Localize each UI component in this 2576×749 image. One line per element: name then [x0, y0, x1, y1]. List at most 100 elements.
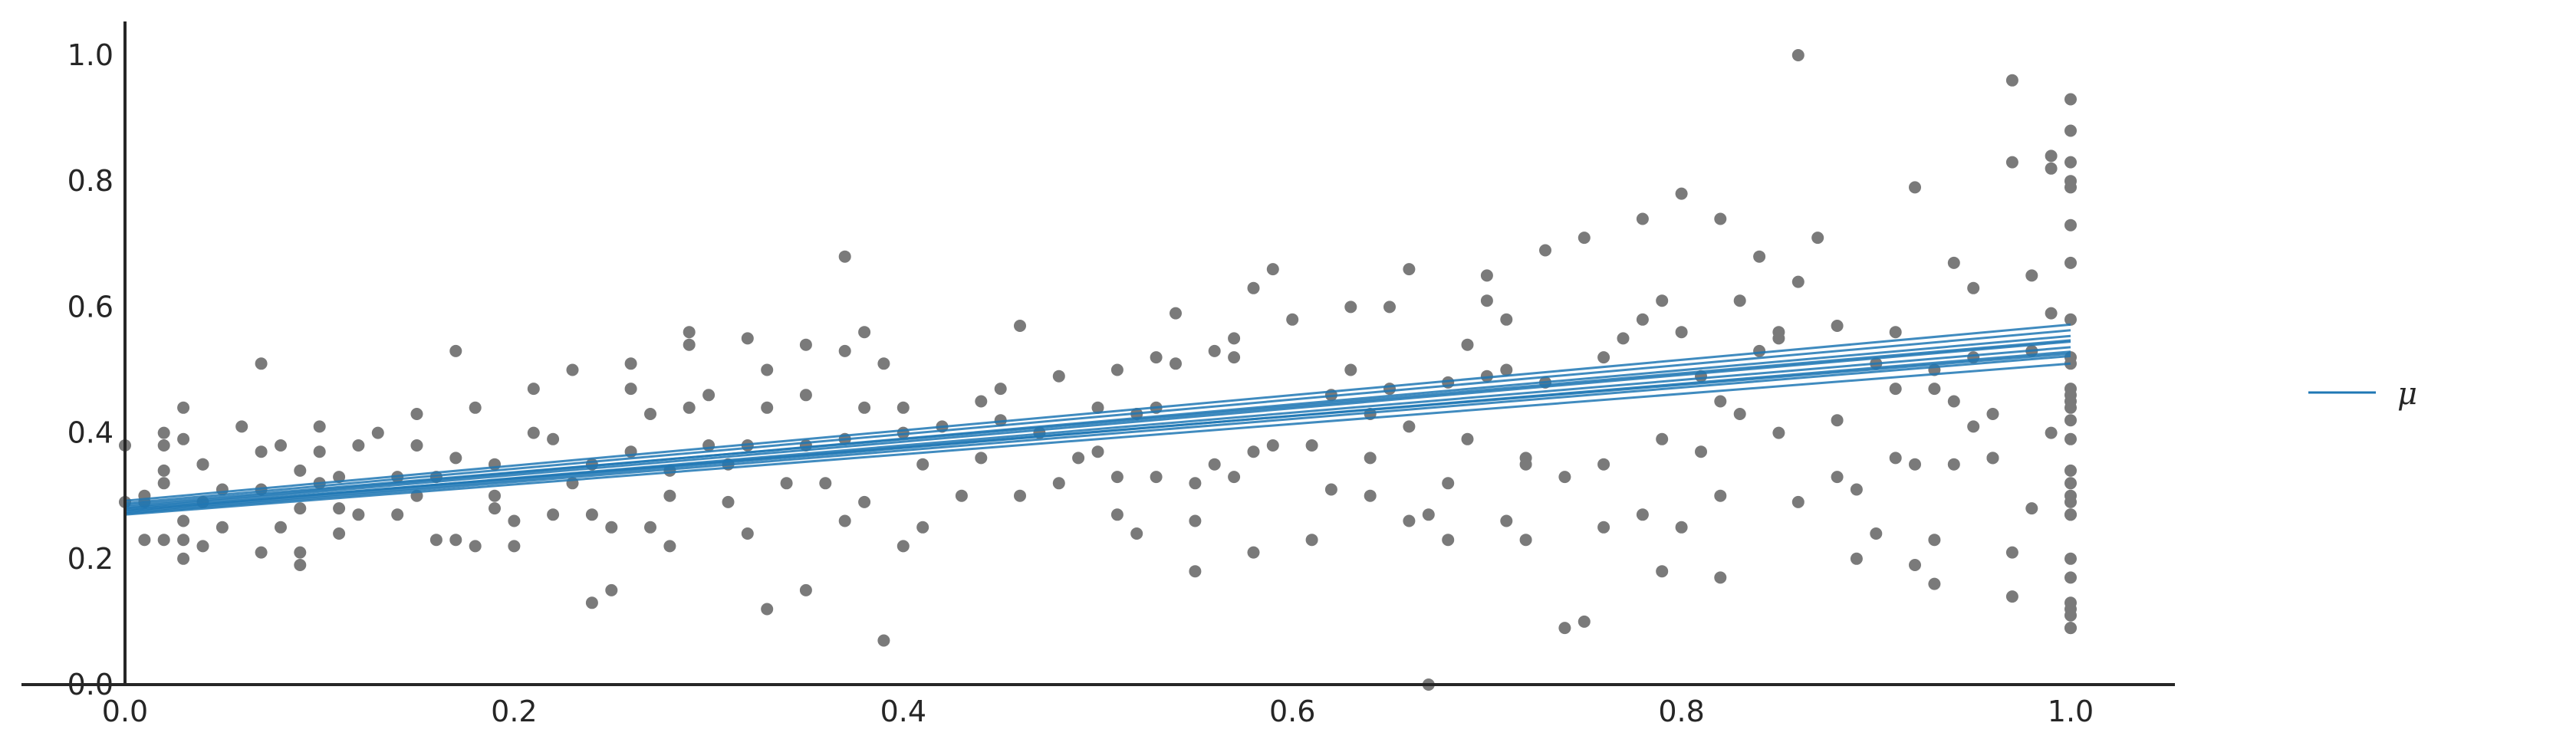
data-point [2064, 508, 2077, 521]
data-point [1266, 263, 1279, 276]
data-point [1714, 489, 1727, 502]
data-point [1247, 445, 1260, 458]
data-point [449, 344, 462, 357]
data-point [1422, 508, 1435, 521]
data-point [1110, 471, 1124, 484]
data-point [2045, 307, 2058, 320]
data-point [255, 357, 268, 370]
data-point [1675, 521, 1688, 534]
data-point [294, 502, 307, 515]
data-point [391, 508, 404, 521]
data-point [1967, 420, 1980, 433]
x-tick-label: 1.0 [2048, 695, 2094, 728]
data-point [799, 389, 812, 402]
data-point [1986, 452, 1999, 465]
data-point [294, 559, 307, 571]
data-point [1850, 483, 1863, 496]
regression-line [124, 354, 2071, 515]
y-tick-label: 1.0 [67, 38, 114, 72]
data-point [2045, 426, 2058, 439]
data-point [1656, 565, 1669, 578]
data-point [1091, 445, 1104, 458]
data-point [2005, 590, 2018, 603]
data-point [2064, 124, 2077, 137]
data-point [858, 495, 871, 508]
data-point [1617, 332, 1630, 345]
data-point [1675, 326, 1688, 339]
regression-line [124, 323, 2071, 502]
data-point [585, 596, 598, 609]
data-point [313, 445, 326, 458]
data-point [1461, 432, 1474, 445]
data-point [955, 489, 968, 502]
data-point [1636, 313, 1649, 326]
data-point [255, 546, 268, 559]
data-point [1558, 622, 1571, 635]
data-point [1150, 471, 1163, 484]
data-point [1714, 395, 1727, 408]
data-point [741, 527, 754, 540]
y-tick-label: 0.2 [67, 542, 114, 576]
data-point [2064, 596, 2077, 609]
data-point [1130, 527, 1143, 540]
data-point [1208, 344, 1221, 357]
data-point [644, 521, 656, 534]
data-point [1480, 370, 1493, 383]
data-point [663, 540, 676, 553]
data-point [429, 534, 442, 547]
data-point [761, 401, 774, 414]
data-point [1986, 408, 1999, 420]
data-point [1967, 281, 1980, 294]
data-point [877, 634, 890, 647]
data-point [215, 521, 229, 534]
data-point [177, 552, 190, 565]
data-point [2064, 489, 2077, 502]
data-point [1344, 363, 1357, 376]
data-point [294, 464, 307, 477]
data-point [1305, 534, 1318, 547]
data-point [157, 477, 170, 490]
regression-line [124, 329, 2071, 505]
data-point [722, 495, 735, 508]
data-point [1519, 452, 1532, 465]
data-point [644, 408, 656, 420]
data-point [1403, 420, 1416, 433]
legend: μ [2308, 376, 2417, 412]
data-point [1324, 483, 1337, 496]
data-point [1442, 477, 1455, 490]
data-point [799, 583, 812, 596]
data-point [1403, 263, 1416, 276]
data-point [2064, 464, 2077, 477]
data-point [1170, 307, 1182, 320]
data-point [177, 514, 190, 527]
data-point [469, 401, 482, 414]
data-point [1052, 370, 1065, 383]
data-point [1014, 489, 1026, 502]
data-point [196, 458, 209, 471]
data-point [157, 534, 170, 547]
legend-label: μ [2397, 376, 2417, 412]
data-point [1189, 565, 1202, 578]
data-point [1870, 527, 1883, 540]
data-point [1539, 244, 1551, 257]
data-point [1170, 357, 1182, 370]
data-point [994, 414, 1007, 427]
data-point [157, 439, 170, 452]
data-point [877, 357, 890, 370]
data-point [897, 401, 910, 414]
data-point [449, 534, 462, 547]
regression-line [124, 340, 2071, 510]
data-point [1442, 534, 1455, 547]
data-point [1928, 534, 1941, 547]
data-point [547, 508, 560, 521]
data-point [605, 583, 618, 596]
data-point [1403, 514, 1416, 527]
data-point [1110, 508, 1124, 521]
data-point [1772, 426, 1785, 439]
data-point [1791, 275, 1805, 288]
data-point [2064, 622, 2077, 635]
data-point [1889, 383, 1902, 396]
data-point [1247, 546, 1260, 559]
data-point [1558, 471, 1571, 484]
data-point [838, 344, 851, 357]
